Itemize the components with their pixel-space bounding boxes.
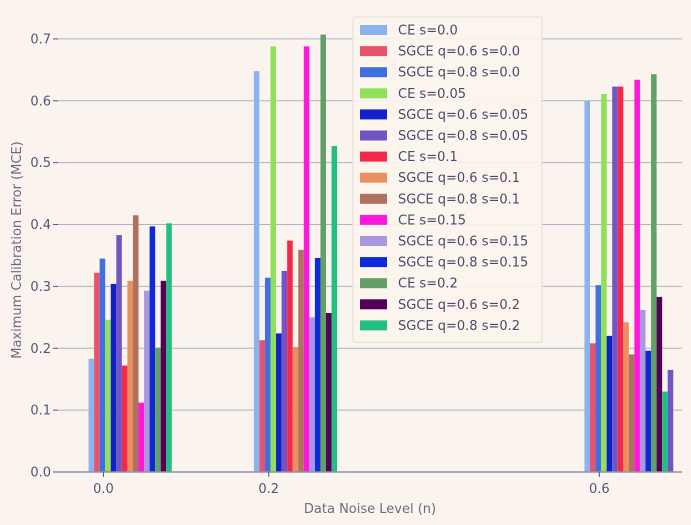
bar [584,100,591,473]
legend-swatch [360,193,387,204]
bar [590,343,596,472]
y-tick-label: 0.7 [30,32,51,47]
x-axis: 0.0 0.2 0.6 [58,471,682,497]
bar [132,215,139,472]
legend-entry: CE s=0.1 [398,150,458,165]
legend-swatch [360,88,387,99]
legend-entry: CE s=0.2 [398,277,458,292]
y-axis-label: Maximum Calibration Error (MCE) [10,141,25,359]
bar [292,347,299,472]
bar [623,322,629,472]
bar [645,350,652,472]
legend-swatch [360,46,387,57]
legend-entry: SGCE q=0.8 s=0.15 [398,256,528,271]
bar [259,340,265,472]
y-tick-label: 0.4 [30,218,51,233]
bar [656,296,663,472]
bar [628,354,635,472]
bar [270,46,277,473]
bar [314,257,321,472]
bar [601,93,607,473]
bar [309,317,315,472]
y-tick-label: 0.3 [30,280,51,295]
bar [149,226,156,472]
legend-swatch [360,214,387,225]
bar [662,391,668,472]
bar [110,283,117,472]
legend-entry: CE s=0.15 [398,213,466,228]
legend-swatch [360,320,387,331]
legend-swatch [360,236,387,246]
legend-swatch [360,67,387,78]
bar [320,34,327,473]
bar [612,86,618,472]
bar [639,309,646,472]
legend-swatch [360,172,387,183]
x-tick-label: 0.6 [589,482,610,497]
legend-entry: SGCE q=0.6 s=0.05 [398,108,528,123]
y-tick-label: 0.6 [30,94,51,109]
bar [166,223,172,472]
bar [298,249,304,472]
legend-frame [352,16,543,343]
legend-entry: CE s=0.0 [398,24,458,39]
bar [651,74,657,473]
legend-swatch [360,278,387,289]
bar [303,46,310,473]
bar [331,145,338,473]
bar [121,365,128,472]
bar [155,347,161,472]
bars [88,34,674,473]
bar [116,235,122,472]
bar [99,258,106,472]
legend-swatch [360,109,387,120]
bar [144,290,150,472]
y-tick-label: 0.0 [30,466,51,481]
bar [88,358,95,472]
bar [160,280,167,472]
legend-swatch [360,130,387,141]
legend-swatch [360,25,387,35]
bar [127,280,133,472]
bar [667,369,674,472]
x-tick-label: 0.2 [258,482,279,497]
legend-swatch [360,299,387,310]
bar [138,402,145,472]
legend-entry: SGCE q=0.6 s=0.0 [398,45,520,60]
y-axis: 0.0 0.1 0.2 0.3 0.4 0.5 0.6 0.7 [30,32,58,481]
legend-swatch [360,257,387,268]
legend-entry: SGCE q=0.8 s=0.2 [398,319,520,334]
bar [634,79,640,473]
y-tick-label: 0.1 [30,404,51,419]
bar [264,277,271,472]
legend-entry: SGCE q=0.8 s=0.1 [398,192,520,207]
bar [606,335,613,472]
x-tick-label: 0.0 [93,482,114,497]
legend-entry: SGCE q=0.6 s=0.1 [398,171,520,186]
legend-entry: SGCE q=0.8 s=0.05 [398,129,528,144]
bar [617,86,624,472]
legend-entry: SGCE q=0.6 s=0.15 [398,235,528,250]
legend-entry: SGCE q=0.6 s=0.2 [398,298,520,313]
bar [281,270,288,472]
bar [276,333,282,472]
y-tick-label: 0.5 [30,156,51,171]
legend-entry: CE s=0.05 [398,87,466,102]
legend: CE s=0.0 SGCE q=0.6 s=0.0 SGCE q=0.8 s=0.0… [352,16,543,343]
bar [105,319,111,472]
bar [595,285,602,472]
legend-entry: SGCE q=0.8 s=0.0 [398,66,520,81]
y-tick-label: 0.2 [30,342,51,357]
bar [326,313,332,472]
bar [253,71,260,472]
x-axis-label: Data Noise Level (n) [304,502,436,517]
bar [287,240,293,472]
legend-swatch [360,151,387,162]
bar [94,272,100,472]
